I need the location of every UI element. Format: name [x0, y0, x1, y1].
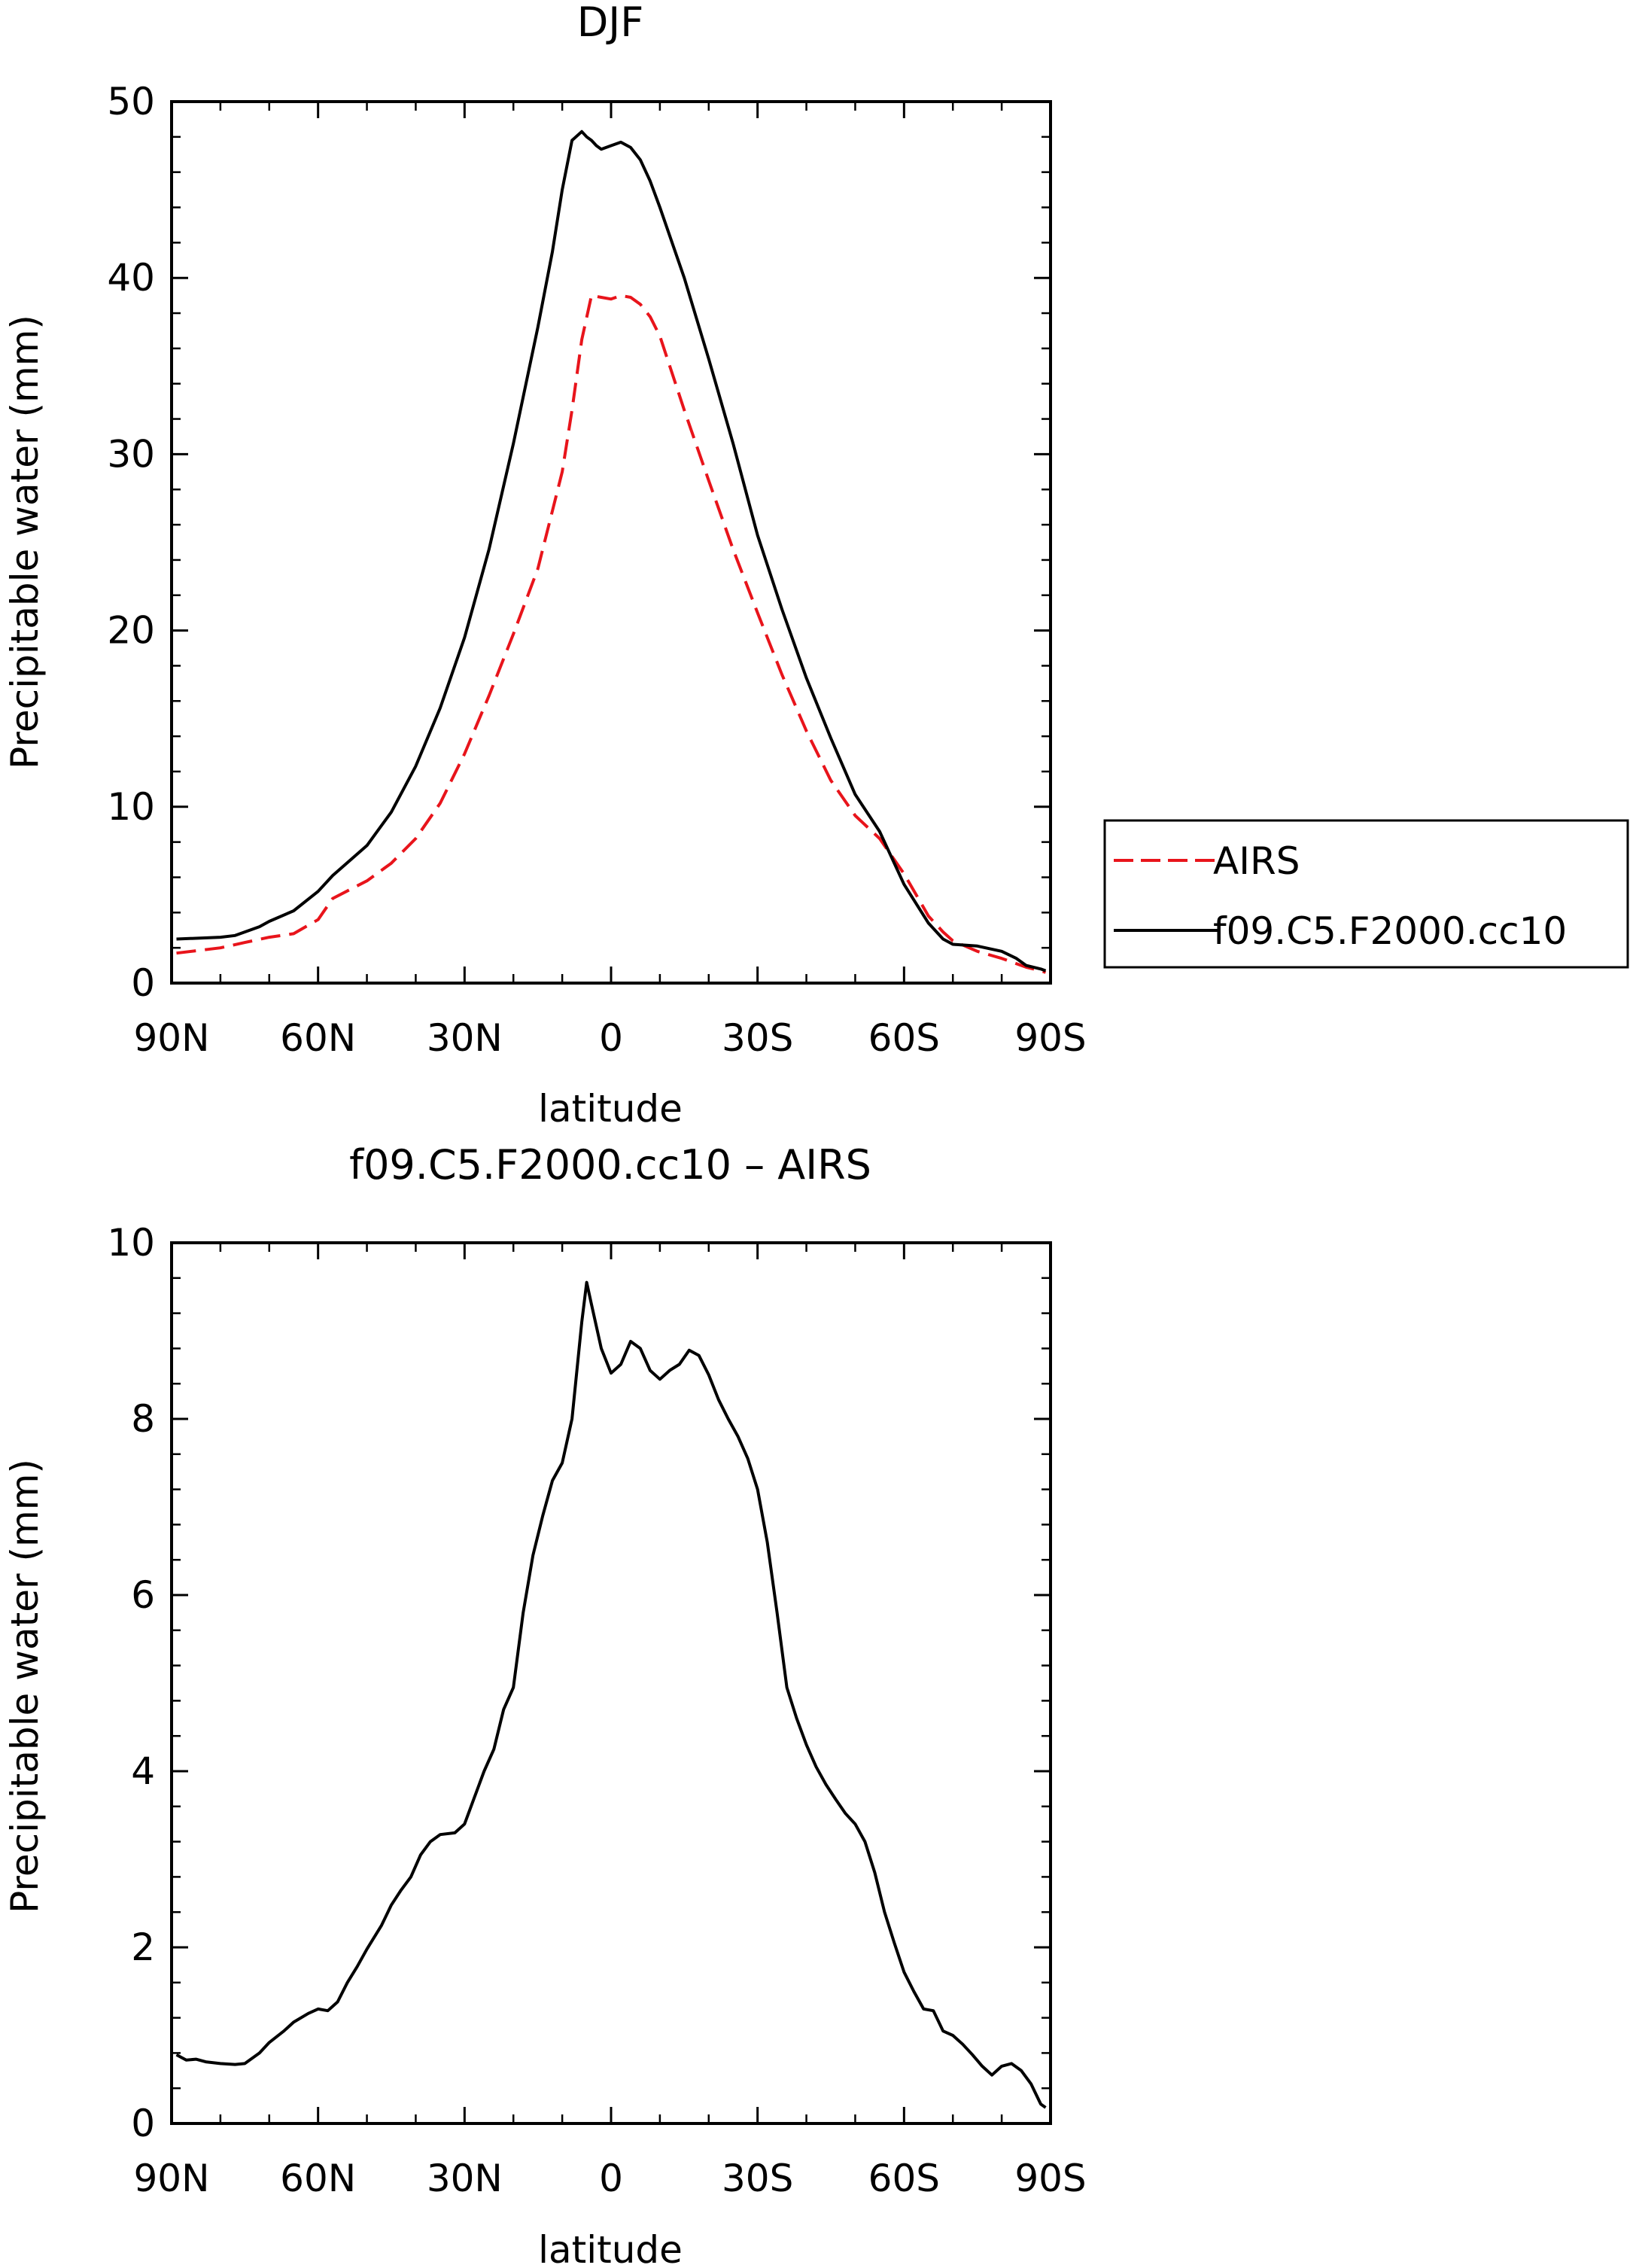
- bottom-x-tick-label: 90N: [133, 2157, 209, 2200]
- top-y-tick-label: 30: [107, 432, 155, 476]
- top-series-line-0: [176, 294, 1047, 974]
- legend-box: [1103, 819, 1629, 969]
- bottom-y-tick-label: 6: [131, 1573, 155, 1617]
- bottom-x-tick-label: 30S: [722, 2157, 793, 2200]
- top-x-tick-label: 30S: [722, 1016, 793, 1060]
- top-y-tick-label: 40: [107, 256, 155, 300]
- top-x-tick-label: 30N: [427, 1016, 503, 1060]
- bottom-x-tick-label: 60N: [280, 2157, 356, 2200]
- bottom-plot-frame: [170, 1241, 1052, 2125]
- bottom-y-tick-label: 10: [107, 1221, 155, 1265]
- top-x-tick-label: 60N: [280, 1016, 356, 1060]
- top-x-tick-label: 0: [599, 1016, 623, 1060]
- top-y-tick-label: 10: [107, 785, 155, 829]
- bottom-x-tick-label: 0: [599, 2157, 623, 2200]
- bottom-x-tick-label: 30N: [427, 2157, 503, 2200]
- top-panel-x-axis-label: latitude: [538, 1087, 683, 1131]
- top-panel-series: [176, 129, 1047, 974]
- top-series-line-1: [176, 129, 1047, 973]
- bottom-y-tick-label: 4: [131, 1749, 155, 1793]
- top-panel-y-axis-label: Precipitable water (mm): [3, 315, 47, 769]
- top-panel-axes: 90N 60N 30N 0 30S 60S 90S 0 10 20 30 40 50: [107, 80, 1086, 1060]
- bottom-panel-y-axis-label: Precipitable water (mm): [3, 1459, 47, 1913]
- top-y-tick-label: 0: [131, 961, 155, 1005]
- top-y-tick-label: 20: [107, 609, 155, 653]
- bottom-x-tick-label: 60S: [868, 2157, 940, 2200]
- top-plot-frame: [170, 100, 1052, 985]
- top-y-tick-label: 50: [107, 80, 155, 123]
- top-x-tick-label: 90N: [133, 1016, 209, 1060]
- bottom-y-tick-label: 0: [131, 2102, 155, 2145]
- legend-label-model: f09.C5.F2000.cc10: [1213, 909, 1567, 953]
- top-panel-title: DJF: [577, 0, 644, 46]
- bottom-panel-series: [175, 1280, 1047, 2109]
- bottom-panel: f09.C5.F2000.cc10 – AIRS 90N 60N 30N 0 30S 60…: [3, 1141, 1087, 2268]
- top-x-tick-label: 90S: [1014, 1016, 1086, 1060]
- bottom-panel-axes: 90N 60N 30N 0 30S 60S 90S 0 2 4 6 8 10: [107, 1221, 1086, 2200]
- bottom-series-line-0: [175, 1280, 1047, 2109]
- legend-label-airs: AIRS: [1213, 839, 1300, 883]
- top-panel: DJF 90N 60N 30N 0 30S 60S 90S 0 10 20 30 40 50 latit…: [3, 0, 1629, 1131]
- top-panel-legend: AIRS f09.C5.F2000.cc10: [1103, 819, 1629, 969]
- bottom-x-tick-label: 90S: [1014, 2157, 1086, 2200]
- bottom-y-tick-label: 8: [131, 1397, 155, 1441]
- bottom-y-tick-label: 2: [131, 1926, 155, 1969]
- bottom-panel-title: f09.C5.F2000.cc10 – AIRS: [349, 1141, 871, 1189]
- top-x-tick-label: 60S: [868, 1016, 940, 1060]
- bottom-panel-x-axis-label: latitude: [538, 2228, 683, 2268]
